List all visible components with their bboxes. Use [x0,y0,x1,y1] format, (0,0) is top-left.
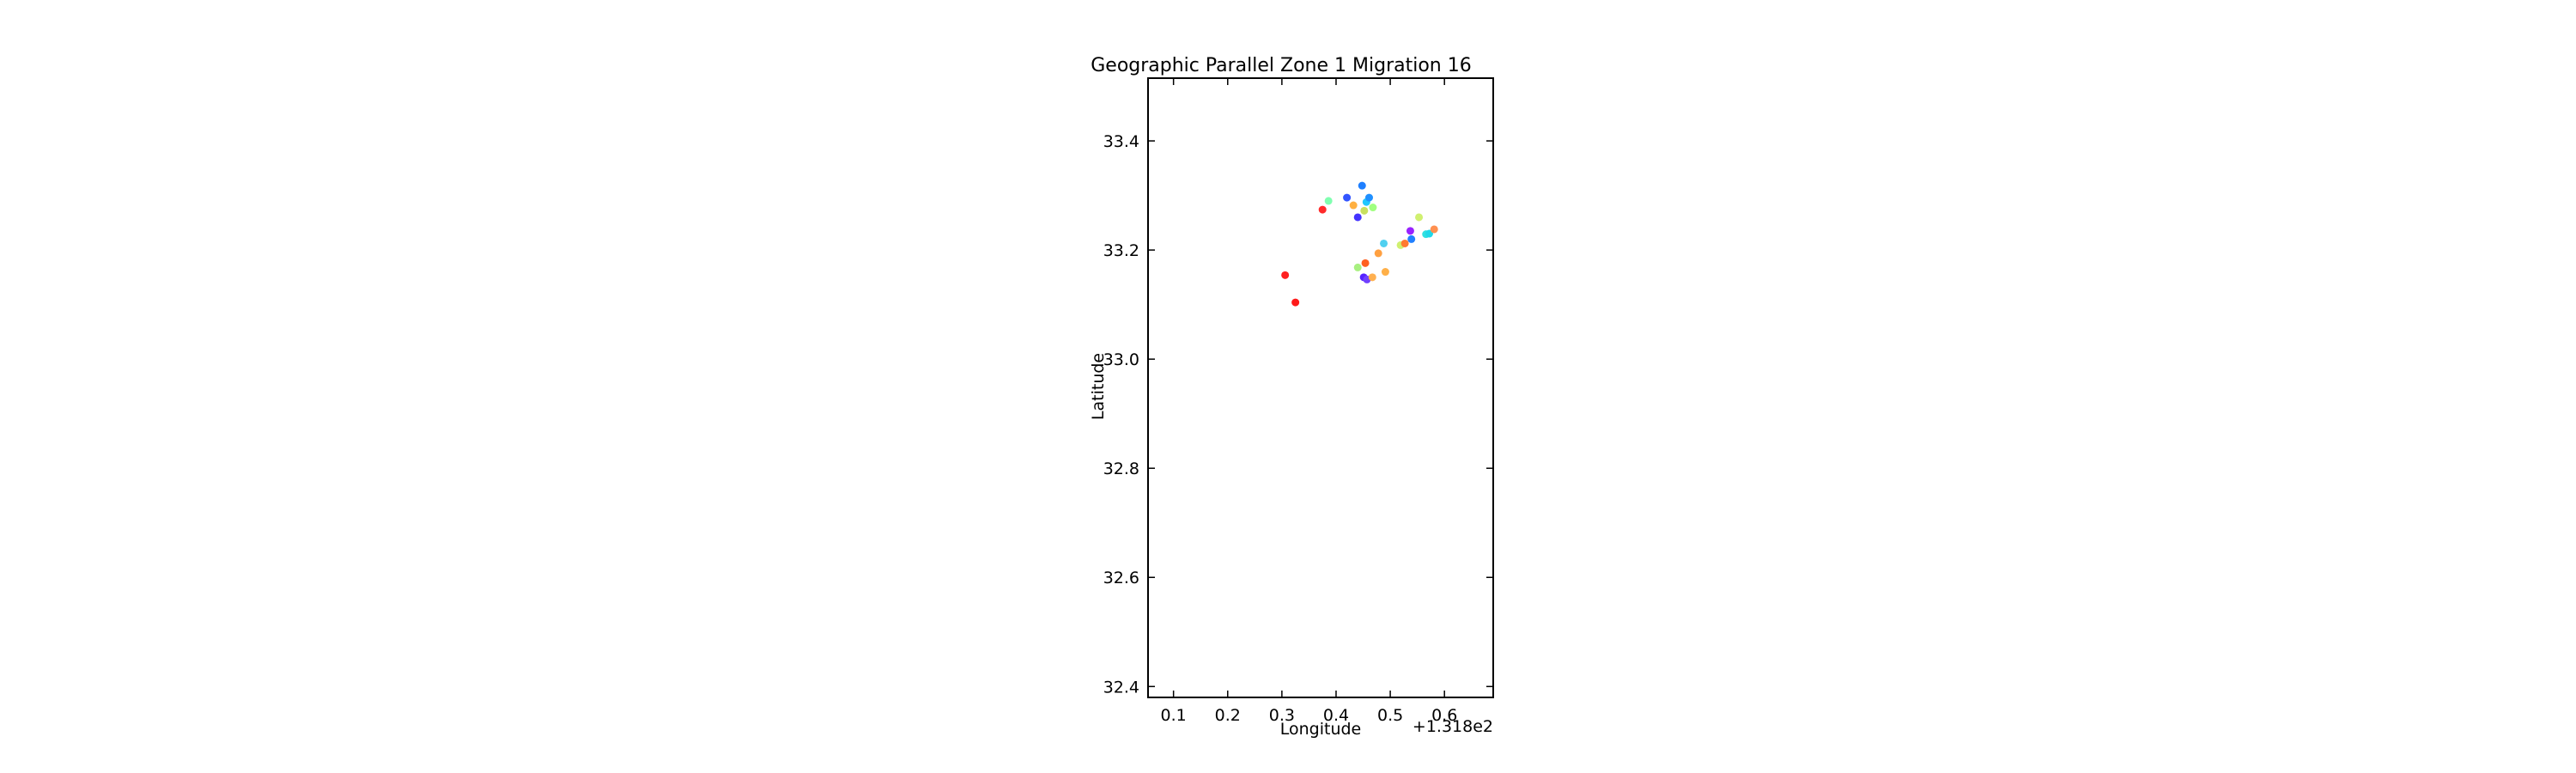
plot-frame [1147,77,1494,698]
data-point [1368,273,1376,282]
data-point [1407,234,1416,243]
data-point [1353,263,1362,271]
data-point [1281,271,1290,279]
x-tick-label: 0.5 [1377,706,1403,725]
data-points [1281,181,1438,307]
data-point [1430,225,1438,234]
data-point [1349,201,1358,210]
data-point [1353,213,1362,222]
x-tick-label: 0.6 [1431,706,1457,725]
data-point [1324,197,1333,205]
y-tick-label: 33.2 [1103,241,1139,260]
plot-area [1148,78,1493,697]
x-tick-label: 0.4 [1323,706,1349,725]
data-point [1381,268,1389,277]
x-tick-label: 0.1 [1161,706,1187,725]
data-point [1364,193,1373,202]
chart-title: Geographic Parallel Zone 1 Migration 16 [1091,55,1472,76]
y-tick-label: 33.4 [1103,132,1139,151]
data-point [1380,239,1388,247]
y-tick-label: 32.8 [1103,460,1139,478]
data-point [1369,204,1377,212]
data-point [1406,227,1414,235]
data-point [1374,249,1382,258]
data-point [1361,259,1370,267]
axis-ticks: 0.1 0.2 0.3 0.4 0.5 0.6 32.4 32.6 32.8 33.0 33.2 33… [1103,78,1493,725]
data-point [1360,206,1369,215]
x-tick-label: 0.2 [1215,706,1241,725]
data-point [1400,239,1409,247]
data-point [1358,181,1366,190]
x-axis-offset-label: +1.318e2 [1413,717,1493,736]
y-tick-label: 33.0 [1103,350,1139,369]
data-point [1343,193,1352,202]
data-point [1291,298,1300,307]
y-axis-label: Latitude [1089,353,1108,420]
data-point [1415,213,1424,222]
x-tick-label: 0.3 [1269,706,1295,725]
y-tick-label: 32.4 [1103,678,1139,697]
data-point [1318,205,1327,214]
y-tick-label: 32.6 [1103,569,1139,587]
x-axis-label: Longitude [1280,720,1362,739]
